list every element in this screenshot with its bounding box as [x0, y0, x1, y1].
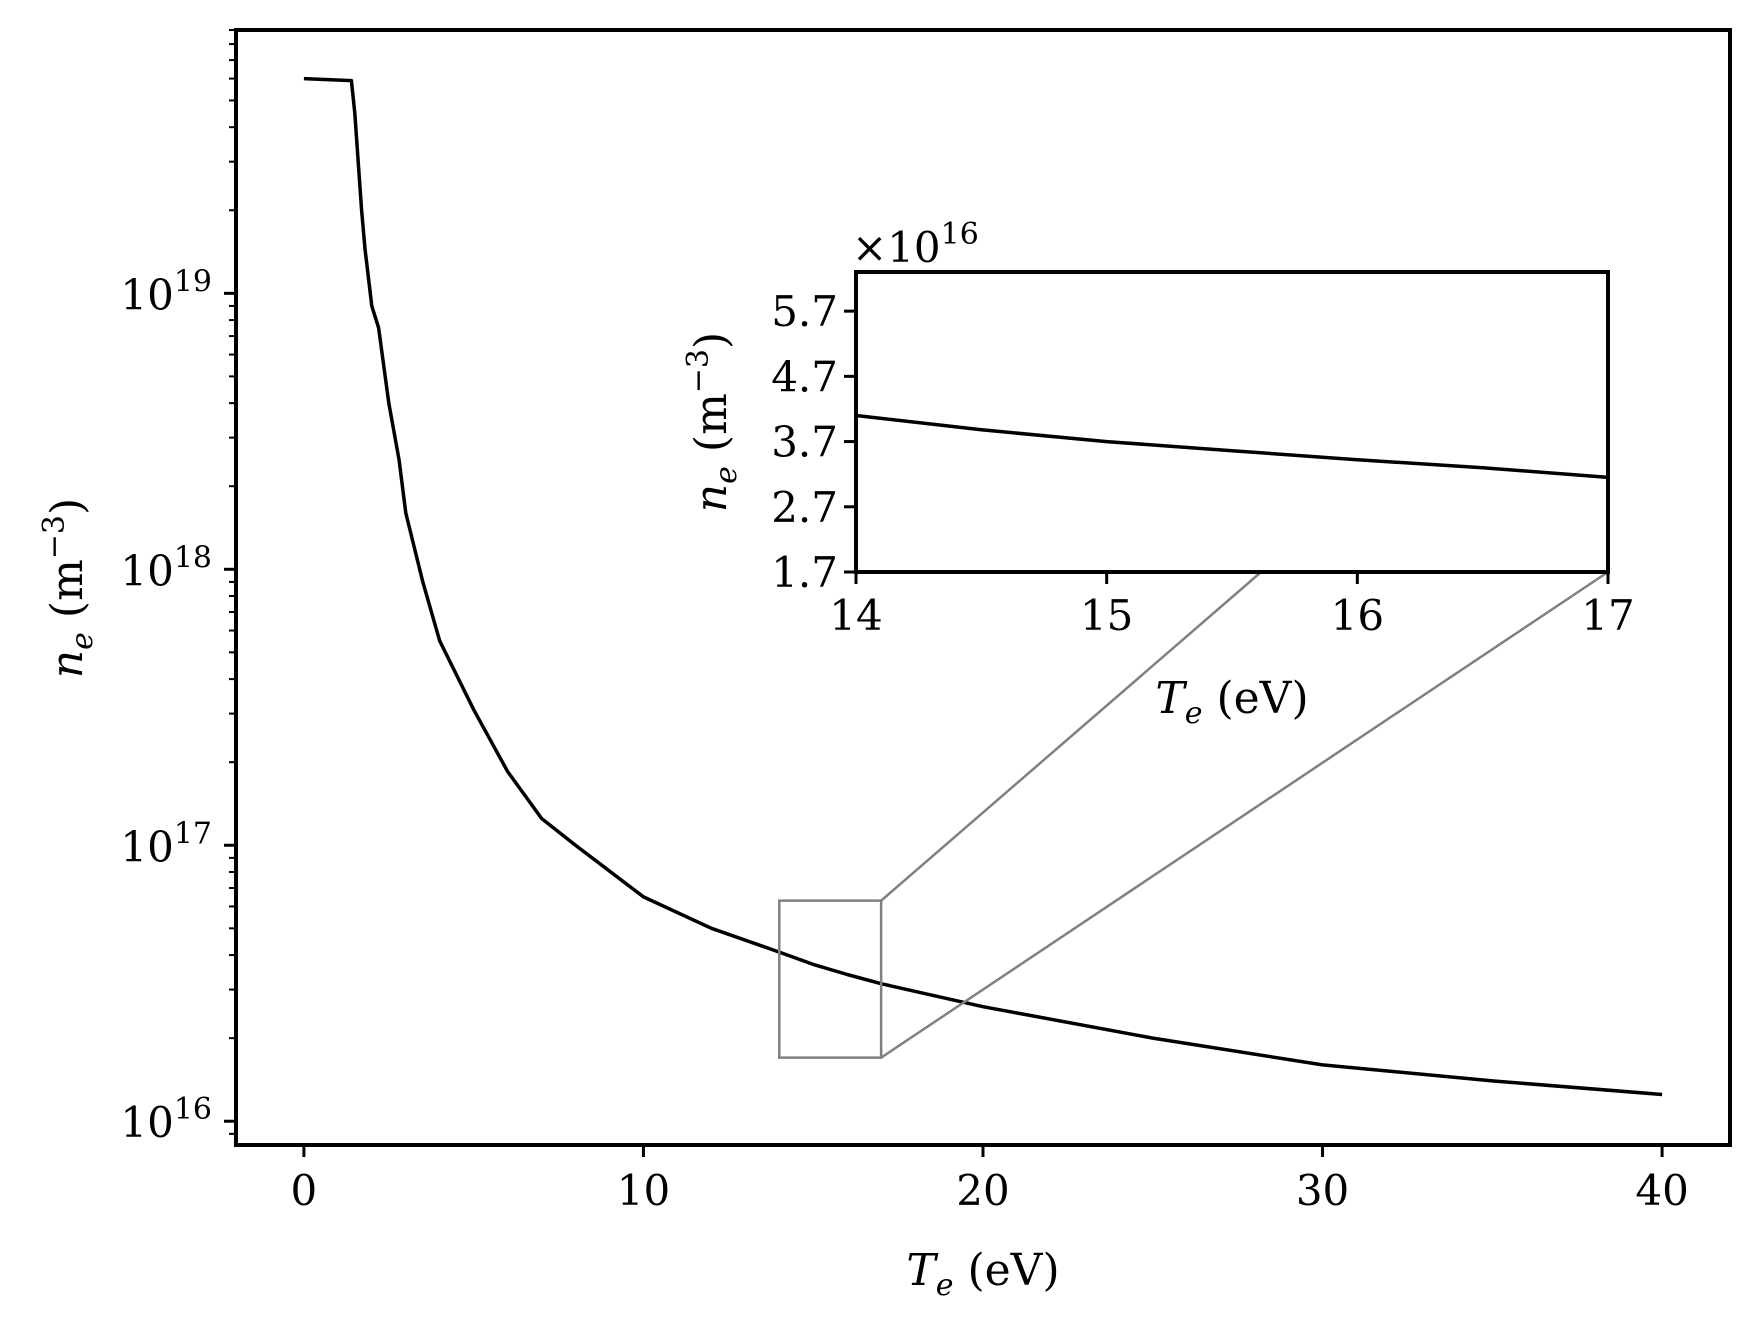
- inset-x-tick-label: 17: [1581, 591, 1634, 640]
- main-x-label-sub: e: [936, 1268, 954, 1303]
- main-x-label-var: T: [906, 1245, 939, 1296]
- main-data-line: [303, 76, 1663, 1097]
- main-x-tick-label: 40: [1635, 1166, 1688, 1215]
- main-y-label-close: ): [42, 498, 93, 515]
- inset-offset-text: ×1016: [852, 217, 979, 272]
- inset-offset-prefix: ×10: [852, 223, 941, 272]
- main-x-axis-label: Te (eV): [906, 1245, 1059, 1303]
- zoom-connector-bottom: [880, 570, 1609, 1059]
- inset-x-tick-label: 16: [1331, 591, 1384, 640]
- main-y-tick-label: 1017: [120, 816, 212, 871]
- main-x-ticks: 0 10 20 30 40: [291, 1145, 1689, 1215]
- main-y-tick-label: 1019: [120, 264, 212, 319]
- main-y-axis-label: ne (m−3): [37, 498, 100, 678]
- main-x-tick-label: 0: [291, 1166, 318, 1215]
- inset-chart: 14 15 16 17 1.72.73.74.75.7 ×1016 Te (eV) n…: [681, 217, 1635, 731]
- main-plot-frame: [234, 28, 1732, 1147]
- inset-x-axis-label: Te (eV): [1155, 673, 1308, 731]
- inset-y-tick-label: 2.7: [771, 483, 838, 532]
- main-y-tick-label: 1016: [120, 1092, 212, 1147]
- inset-y-tick-label: 3.7: [771, 418, 838, 467]
- main-y-label-sub: e: [65, 632, 100, 650]
- inset-y-label-var: n: [686, 484, 737, 512]
- main-y-tick-label: 1018: [120, 540, 212, 595]
- inset-x-tick-label: 15: [1080, 591, 1133, 640]
- inset-x-label-var: T: [1155, 673, 1188, 724]
- main-x-tick-label: 10: [617, 1166, 670, 1215]
- inset-x-label-unit: (eV): [1202, 673, 1308, 724]
- inset-x-label-sub: e: [1185, 696, 1203, 731]
- inset-y-label-sup: −3: [681, 349, 716, 393]
- inset-plot-frame: [854, 270, 1610, 574]
- main-y-label-sup: −3: [37, 515, 72, 559]
- inset-y-axis-label: ne (m−3): [681, 332, 744, 512]
- main-y-ticks: 1016 1017 1018 1019: [120, 264, 236, 1147]
- inset-x-ticks: 14 15 16 17: [829, 572, 1635, 640]
- inset-y-label-close: ): [686, 332, 737, 349]
- inset-x-tick-label: 14: [829, 591, 882, 640]
- inset-y-tick-label: 5.7: [771, 287, 838, 336]
- inset-y-tick-label: 4.7: [771, 352, 838, 401]
- main-x-tick-label: 30: [1296, 1166, 1349, 1215]
- inset-y-label-unit: (m: [686, 393, 737, 466]
- inset-data-line: [855, 413, 1609, 480]
- inset-offset-exp: 16: [941, 217, 979, 252]
- main-x-tick-label: 20: [956, 1166, 1009, 1215]
- zoom-region-box: [778, 899, 883, 1059]
- inset-y-tick-label: 1.7: [771, 548, 838, 597]
- main-y-label-unit: (m: [42, 559, 93, 632]
- inset-y-label-sub: e: [709, 466, 744, 484]
- main-y-label-var: n: [42, 650, 93, 678]
- inset-y-ticks: 1.7 2.7 3.7 4.7 5.7: [771, 287, 856, 597]
- main-x-label-unit: (eV): [953, 1245, 1059, 1296]
- inset-background: [856, 272, 1608, 572]
